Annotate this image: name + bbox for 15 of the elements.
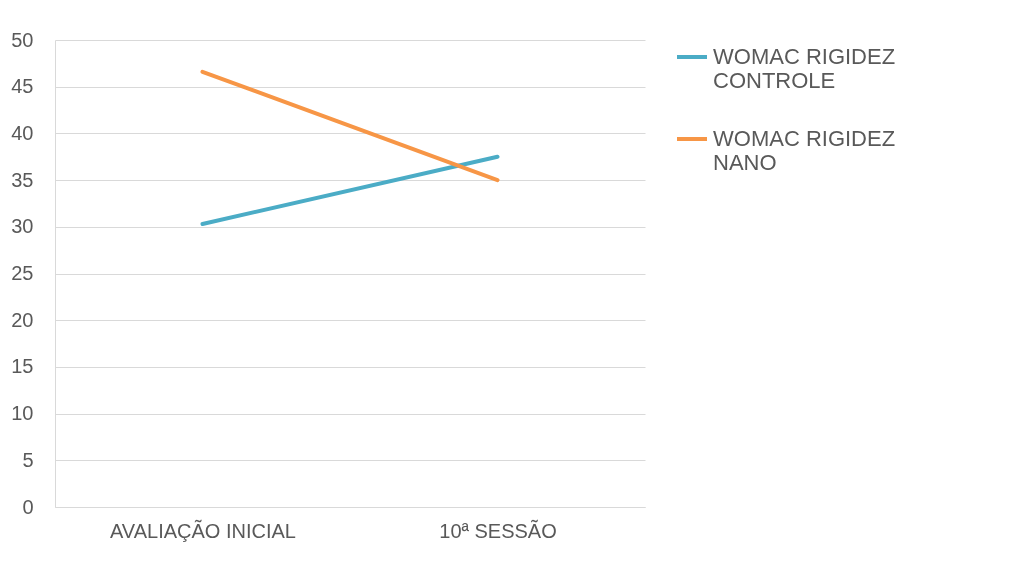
y-tick-label: 45 (11, 75, 34, 98)
x-tick-label: AVALIAÇÃO INICIAL (110, 518, 296, 542)
y-tick-label: 20 (11, 308, 34, 331)
y-tick-label: 30 (11, 215, 34, 238)
y-tick-label: 5 (22, 448, 34, 471)
y-tick-label: 10 (11, 402, 34, 425)
y-tick-label: 50 (11, 28, 34, 51)
legend-label: WOMAC RIGIDEZ CONTROLE (713, 44, 896, 93)
y-tick-label: 25 (11, 262, 34, 284)
y-tick-label: 35 (11, 168, 34, 191)
x-tick-label: 10ª SESSÃO (439, 518, 557, 542)
y-tick-label: 15 (11, 355, 34, 378)
y-tick-label: 0 (22, 495, 34, 518)
legend-label: WOMAC RIGIDEZ NANO (713, 126, 896, 175)
y-tick-label: 40 (11, 121, 34, 144)
